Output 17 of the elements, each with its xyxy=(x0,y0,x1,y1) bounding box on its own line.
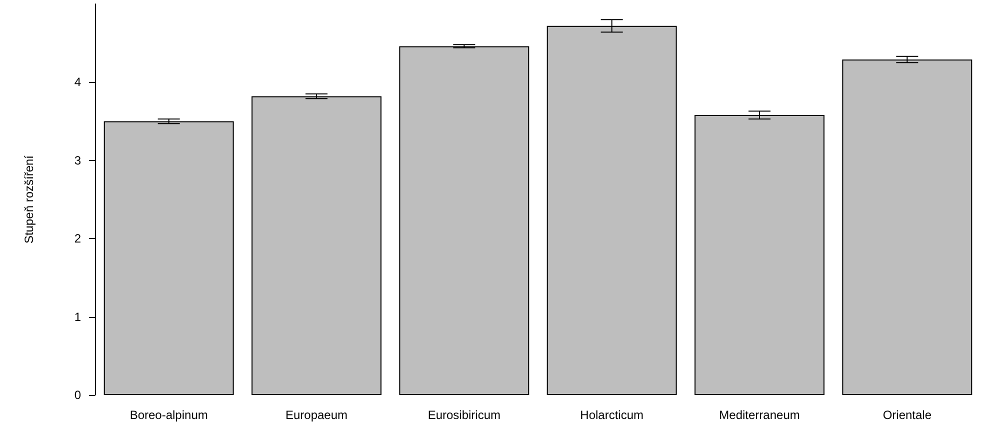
x-tick-label: Holarcticum xyxy=(580,408,644,422)
y-tick-label: 3 xyxy=(74,153,82,168)
bar xyxy=(694,115,824,395)
bar xyxy=(104,121,234,395)
x-tick-label: Orientale xyxy=(882,408,932,422)
y-tick-label: 4 xyxy=(74,75,82,90)
y-tick-label: 0 xyxy=(74,388,82,402)
bar xyxy=(252,96,382,395)
bar xyxy=(842,60,972,395)
bar xyxy=(399,46,530,395)
x-tick-label: Europaeum xyxy=(285,408,348,422)
x-tick-label: Boreo-alpinum xyxy=(130,408,208,422)
y-tick-label: 1 xyxy=(74,310,82,324)
x-tick-label: Mediterraneum xyxy=(719,408,800,422)
y-axis-title: Stupeň rozšíření xyxy=(22,154,36,244)
x-tick-label: Eurosibiricum xyxy=(428,408,501,422)
y-tick-label: 2 xyxy=(74,232,82,246)
